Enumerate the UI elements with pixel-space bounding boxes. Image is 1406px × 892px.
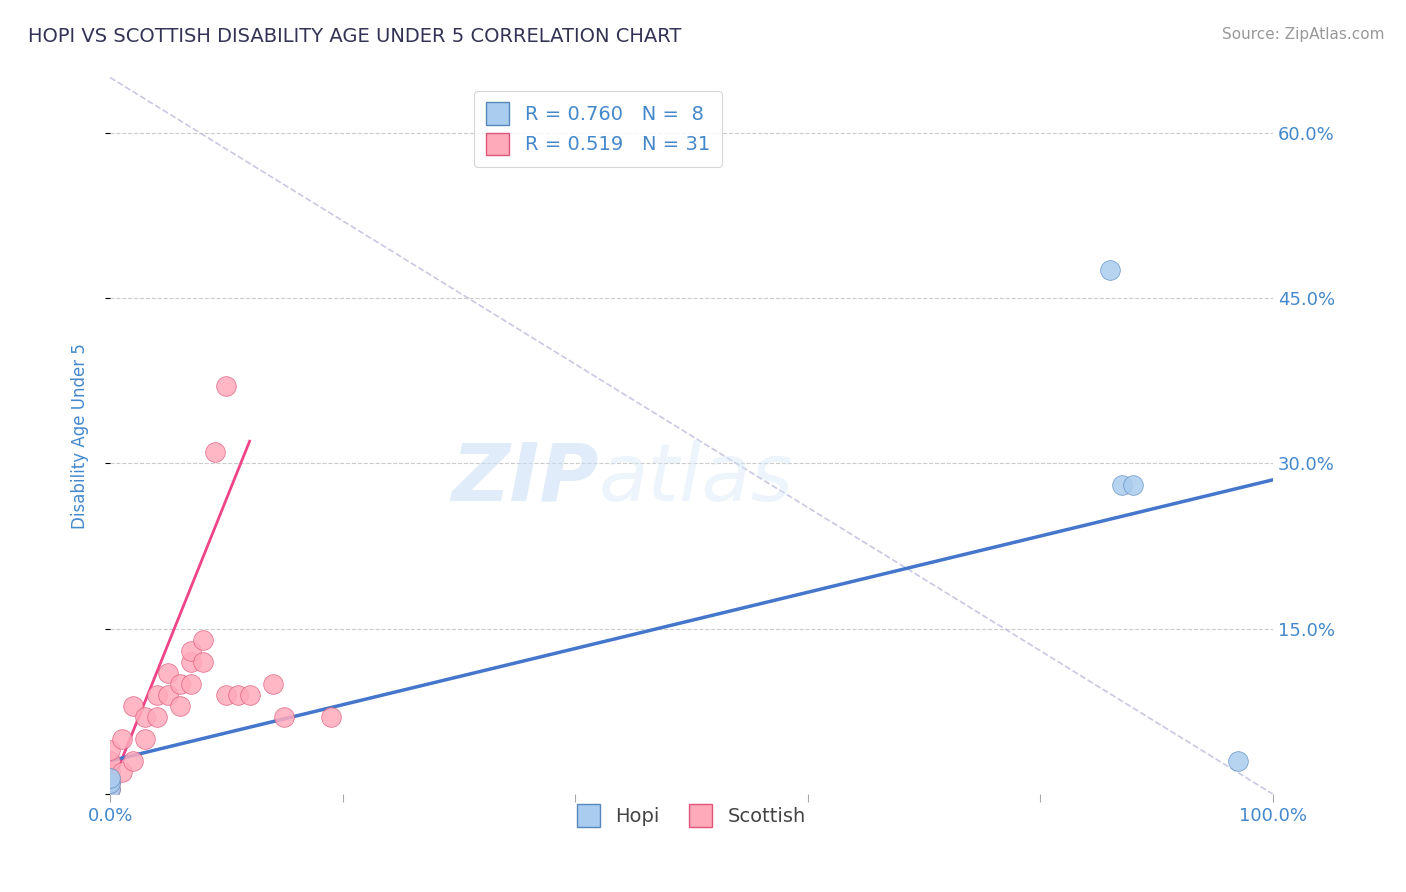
Point xyxy=(98,776,121,790)
Point xyxy=(98,743,121,757)
Point xyxy=(215,379,238,393)
Point xyxy=(98,754,121,768)
Point xyxy=(1122,478,1144,492)
Point xyxy=(111,731,134,746)
Point xyxy=(145,688,167,702)
Point xyxy=(157,688,180,702)
Point xyxy=(1226,754,1249,768)
Point xyxy=(98,776,121,790)
Point xyxy=(273,710,295,724)
Point xyxy=(343,798,366,813)
Point xyxy=(145,710,167,724)
Text: atlas: atlas xyxy=(599,440,793,517)
Text: HOPI VS SCOTTISH DISABILITY AGE UNDER 5 CORRELATION CHART: HOPI VS SCOTTISH DISABILITY AGE UNDER 5 … xyxy=(28,27,682,45)
Point xyxy=(191,655,214,669)
Point xyxy=(180,655,202,669)
Point xyxy=(122,698,145,713)
Text: ZIP: ZIP xyxy=(451,440,599,517)
Point xyxy=(1098,263,1121,277)
Text: Source: ZipAtlas.com: Source: ZipAtlas.com xyxy=(1222,27,1385,42)
Point xyxy=(226,688,249,702)
Point xyxy=(239,688,262,702)
Point xyxy=(204,445,226,459)
Point xyxy=(134,710,156,724)
Legend: Hopi, Scottish: Hopi, Scottish xyxy=(569,797,814,835)
Point xyxy=(122,754,145,768)
Point xyxy=(98,764,121,779)
Point xyxy=(98,781,121,796)
Point xyxy=(262,677,284,691)
Point xyxy=(1111,478,1133,492)
Point xyxy=(169,698,191,713)
Point xyxy=(169,677,191,691)
Point xyxy=(111,764,134,779)
Y-axis label: Disability Age Under 5: Disability Age Under 5 xyxy=(72,343,89,529)
Point xyxy=(180,677,202,691)
Point xyxy=(134,731,156,746)
Point xyxy=(98,781,121,796)
Point xyxy=(215,688,238,702)
Point xyxy=(157,665,180,680)
Point xyxy=(191,632,214,647)
Point xyxy=(98,771,121,785)
Point xyxy=(319,710,342,724)
Point xyxy=(98,771,121,785)
Point xyxy=(180,644,202,658)
